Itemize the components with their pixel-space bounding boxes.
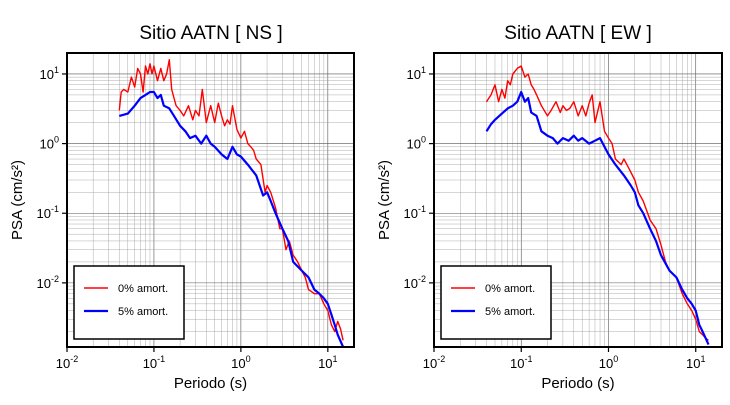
y-tick-label: 10-2: [404, 274, 426, 291]
legend: 0% amort. 5% amort.: [73, 265, 185, 340]
x-tick-label: 10-2: [423, 354, 445, 371]
legend-box: [73, 265, 185, 340]
legend-box: [440, 265, 552, 340]
x-tick-label: 100: [599, 354, 618, 371]
chart-panel-0: 10-2 10-1 100 101 10-2 10-1 100 101 Sitio AATN […: [9, 23, 355, 392]
y-tick-label: 10-1: [37, 204, 59, 221]
x-tick-label: 10-1: [143, 354, 165, 371]
x-tick-label: 10-2: [56, 354, 78, 371]
legend-label: 0% amort.: [485, 283, 535, 295]
y-tick-label: 100: [40, 135, 59, 152]
y-tick-label: 101: [40, 65, 59, 82]
y-axis-label: PSA (cm/s²): [376, 160, 393, 240]
y-tick-label: 100: [407, 135, 426, 152]
chart-title: Sitio AATN [ NS ]: [139, 23, 282, 44]
legend: 0% amort. 5% amort.: [440, 265, 552, 340]
x-tick-label: 10-1: [510, 354, 532, 371]
x-tick-label: 100: [231, 354, 250, 371]
y-axis-label: PSA (cm/s²): [9, 160, 26, 240]
y-tick-label: 10-2: [37, 274, 59, 291]
legend-label: 5% amort.: [485, 306, 535, 318]
x-axis-label: Periodo (s): [541, 375, 614, 392]
y-tick-label: 10-1: [404, 204, 426, 221]
x-tick-label: 101: [686, 354, 705, 371]
legend-label: 0% amort.: [118, 283, 168, 295]
series-line-damped-5pct: [119, 90, 345, 348]
grid-lines: [433, 52, 723, 347]
legend-label: 5% amort.: [118, 306, 168, 318]
plot-frame: [66, 52, 355, 348]
x-axis-label: Periodo (s): [174, 375, 247, 392]
chart-panel-1: 10-2 10-1 100 101 10-2 10-1 100 101 Sitio AATN […: [376, 23, 723, 392]
chart-title: Sitio AATN [ EW ]: [504, 23, 651, 44]
x-tick-label: 101: [318, 354, 337, 371]
plot-frame: [433, 52, 723, 348]
y-tick-label: 101: [407, 65, 426, 82]
series-line-damped-5pct: [485, 90, 710, 346]
